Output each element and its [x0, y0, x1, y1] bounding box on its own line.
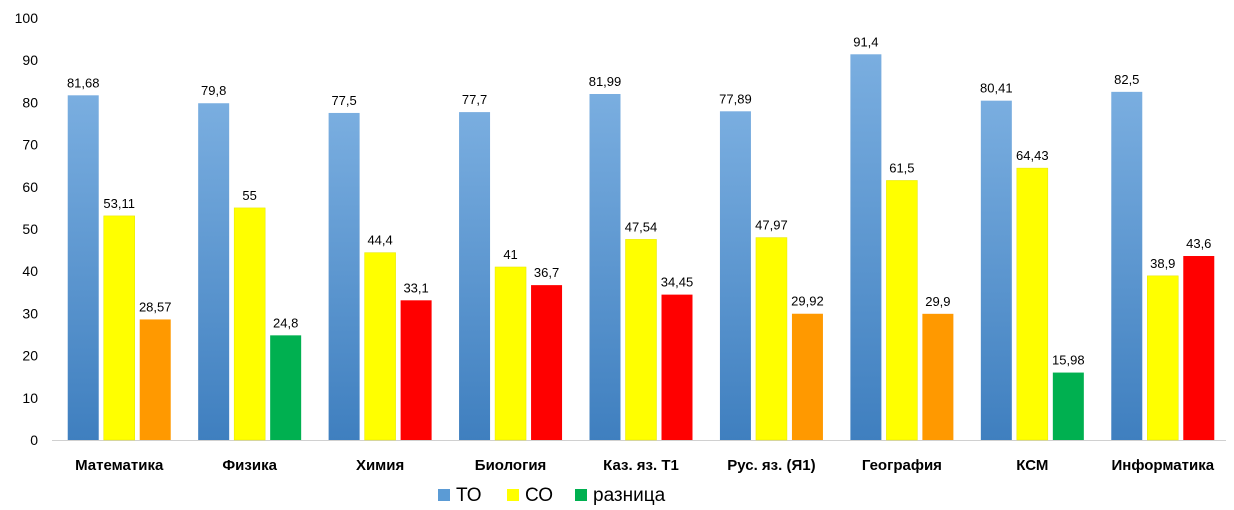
category-label: Каз. яз. Т1 [603, 457, 679, 474]
bar-diff-8 [1183, 256, 1215, 440]
bar-diff-6 [922, 313, 954, 440]
data-label: 47,97 [755, 218, 788, 233]
data-label: 79,8 [201, 83, 226, 98]
y-tick-label: 100 [15, 10, 39, 26]
y-tick-label: 80 [22, 94, 38, 110]
data-label: 82,5 [1114, 72, 1139, 87]
y-tick-label: 60 [22, 179, 38, 195]
data-label: 64,43 [1016, 148, 1049, 163]
legend-label-0: ТО [456, 485, 482, 506]
bar-diff-7 [1052, 372, 1084, 440]
data-label: 29,92 [791, 294, 824, 309]
y-tick-label: 50 [22, 221, 38, 237]
data-label: 55 [242, 188, 256, 203]
bar-co-1 [233, 207, 266, 441]
category-label: География [862, 457, 942, 474]
data-label: 80,41 [980, 81, 1013, 96]
data-label: 77,89 [719, 91, 752, 106]
category-label: Математика [75, 457, 164, 474]
bar-to-0 [67, 95, 99, 441]
bar-co-0 [103, 215, 135, 441]
bar-co-7 [1016, 167, 1049, 441]
bar-to-2 [328, 112, 360, 440]
y-tick-label: 30 [22, 305, 38, 321]
data-label: 24,8 [273, 315, 298, 330]
category-label: КСМ [1016, 457, 1048, 474]
bar-diff-2 [400, 300, 432, 440]
data-label: 41 [503, 247, 517, 262]
y-tick-label: 20 [22, 348, 38, 364]
bar-co-5 [755, 237, 788, 441]
data-label: 34,45 [661, 275, 694, 290]
bar-to-7 [980, 100, 1012, 440]
bar-to-3 [459, 112, 491, 440]
data-label: 29,9 [925, 294, 950, 309]
data-label: 33,1 [403, 280, 428, 295]
bar-diff-3 [531, 285, 563, 440]
x-axis: Математика Физика Химия Биология Каз. яз. Т1… [75, 457, 1215, 474]
legend-swatch-2 [575, 489, 587, 501]
y-tick-label: 10 [22, 390, 38, 406]
y-tick-label: 40 [22, 263, 38, 279]
data-label: 81,68 [67, 75, 100, 90]
data-label: 15,98 [1052, 353, 1085, 368]
bar-co-8 [1147, 275, 1179, 441]
category-label: Информатика [1111, 457, 1214, 474]
data-labels: 81,68 53,11 28,57 79,8 55 24,8 77,5 44,4 33,1 77,… [67, 34, 1211, 367]
data-label: 36,7 [534, 265, 559, 280]
data-label: 61,5 [889, 160, 914, 175]
data-label: 53,11 [103, 196, 135, 211]
data-label: 77,7 [462, 92, 487, 107]
data-label: 43,6 [1186, 236, 1211, 251]
category-label: Химия [356, 457, 404, 474]
category-label: Рус. яз. (Я1) [727, 457, 815, 474]
legend-label-1: СО [525, 485, 553, 506]
bar-diff-0 [139, 319, 171, 440]
data-label: 77,5 [331, 93, 356, 108]
bar-co-3 [494, 266, 527, 441]
legend-swatch-0 [438, 489, 450, 501]
bar-diff-1 [270, 335, 302, 440]
data-label: 38,9 [1150, 256, 1175, 271]
bar-to-4 [589, 94, 621, 440]
legend: ТО СО разница [438, 485, 666, 506]
data-label: 28,57 [139, 299, 172, 314]
data-label: 47,54 [625, 219, 658, 234]
y-tick-label: 90 [22, 52, 38, 68]
legend-label-2: разница [593, 485, 666, 506]
bar-diff-5 [791, 313, 823, 440]
y-tick-label: 70 [22, 137, 38, 153]
bar-co-6 [886, 180, 918, 441]
bar-to-5 [719, 111, 751, 440]
bar-to-6 [850, 54, 882, 441]
bar-diff-4 [661, 294, 693, 440]
bar-co-2 [364, 252, 396, 441]
y-axis: 0 10 20 30 40 50 60 70 80 90 100 [15, 10, 1226, 448]
bars [67, 54, 1215, 441]
bar-to-8 [1111, 91, 1143, 440]
data-label: 44,4 [367, 233, 392, 248]
bar-to-1 [198, 103, 230, 440]
bar-co-4 [625, 239, 657, 441]
data-label: 91,4 [853, 34, 878, 49]
data-label: 81,99 [589, 74, 622, 89]
y-tick-label: 0 [30, 432, 38, 448]
legend-swatch-1 [507, 489, 519, 501]
category-label: Биология [475, 457, 547, 474]
category-label: Физика [222, 457, 277, 474]
